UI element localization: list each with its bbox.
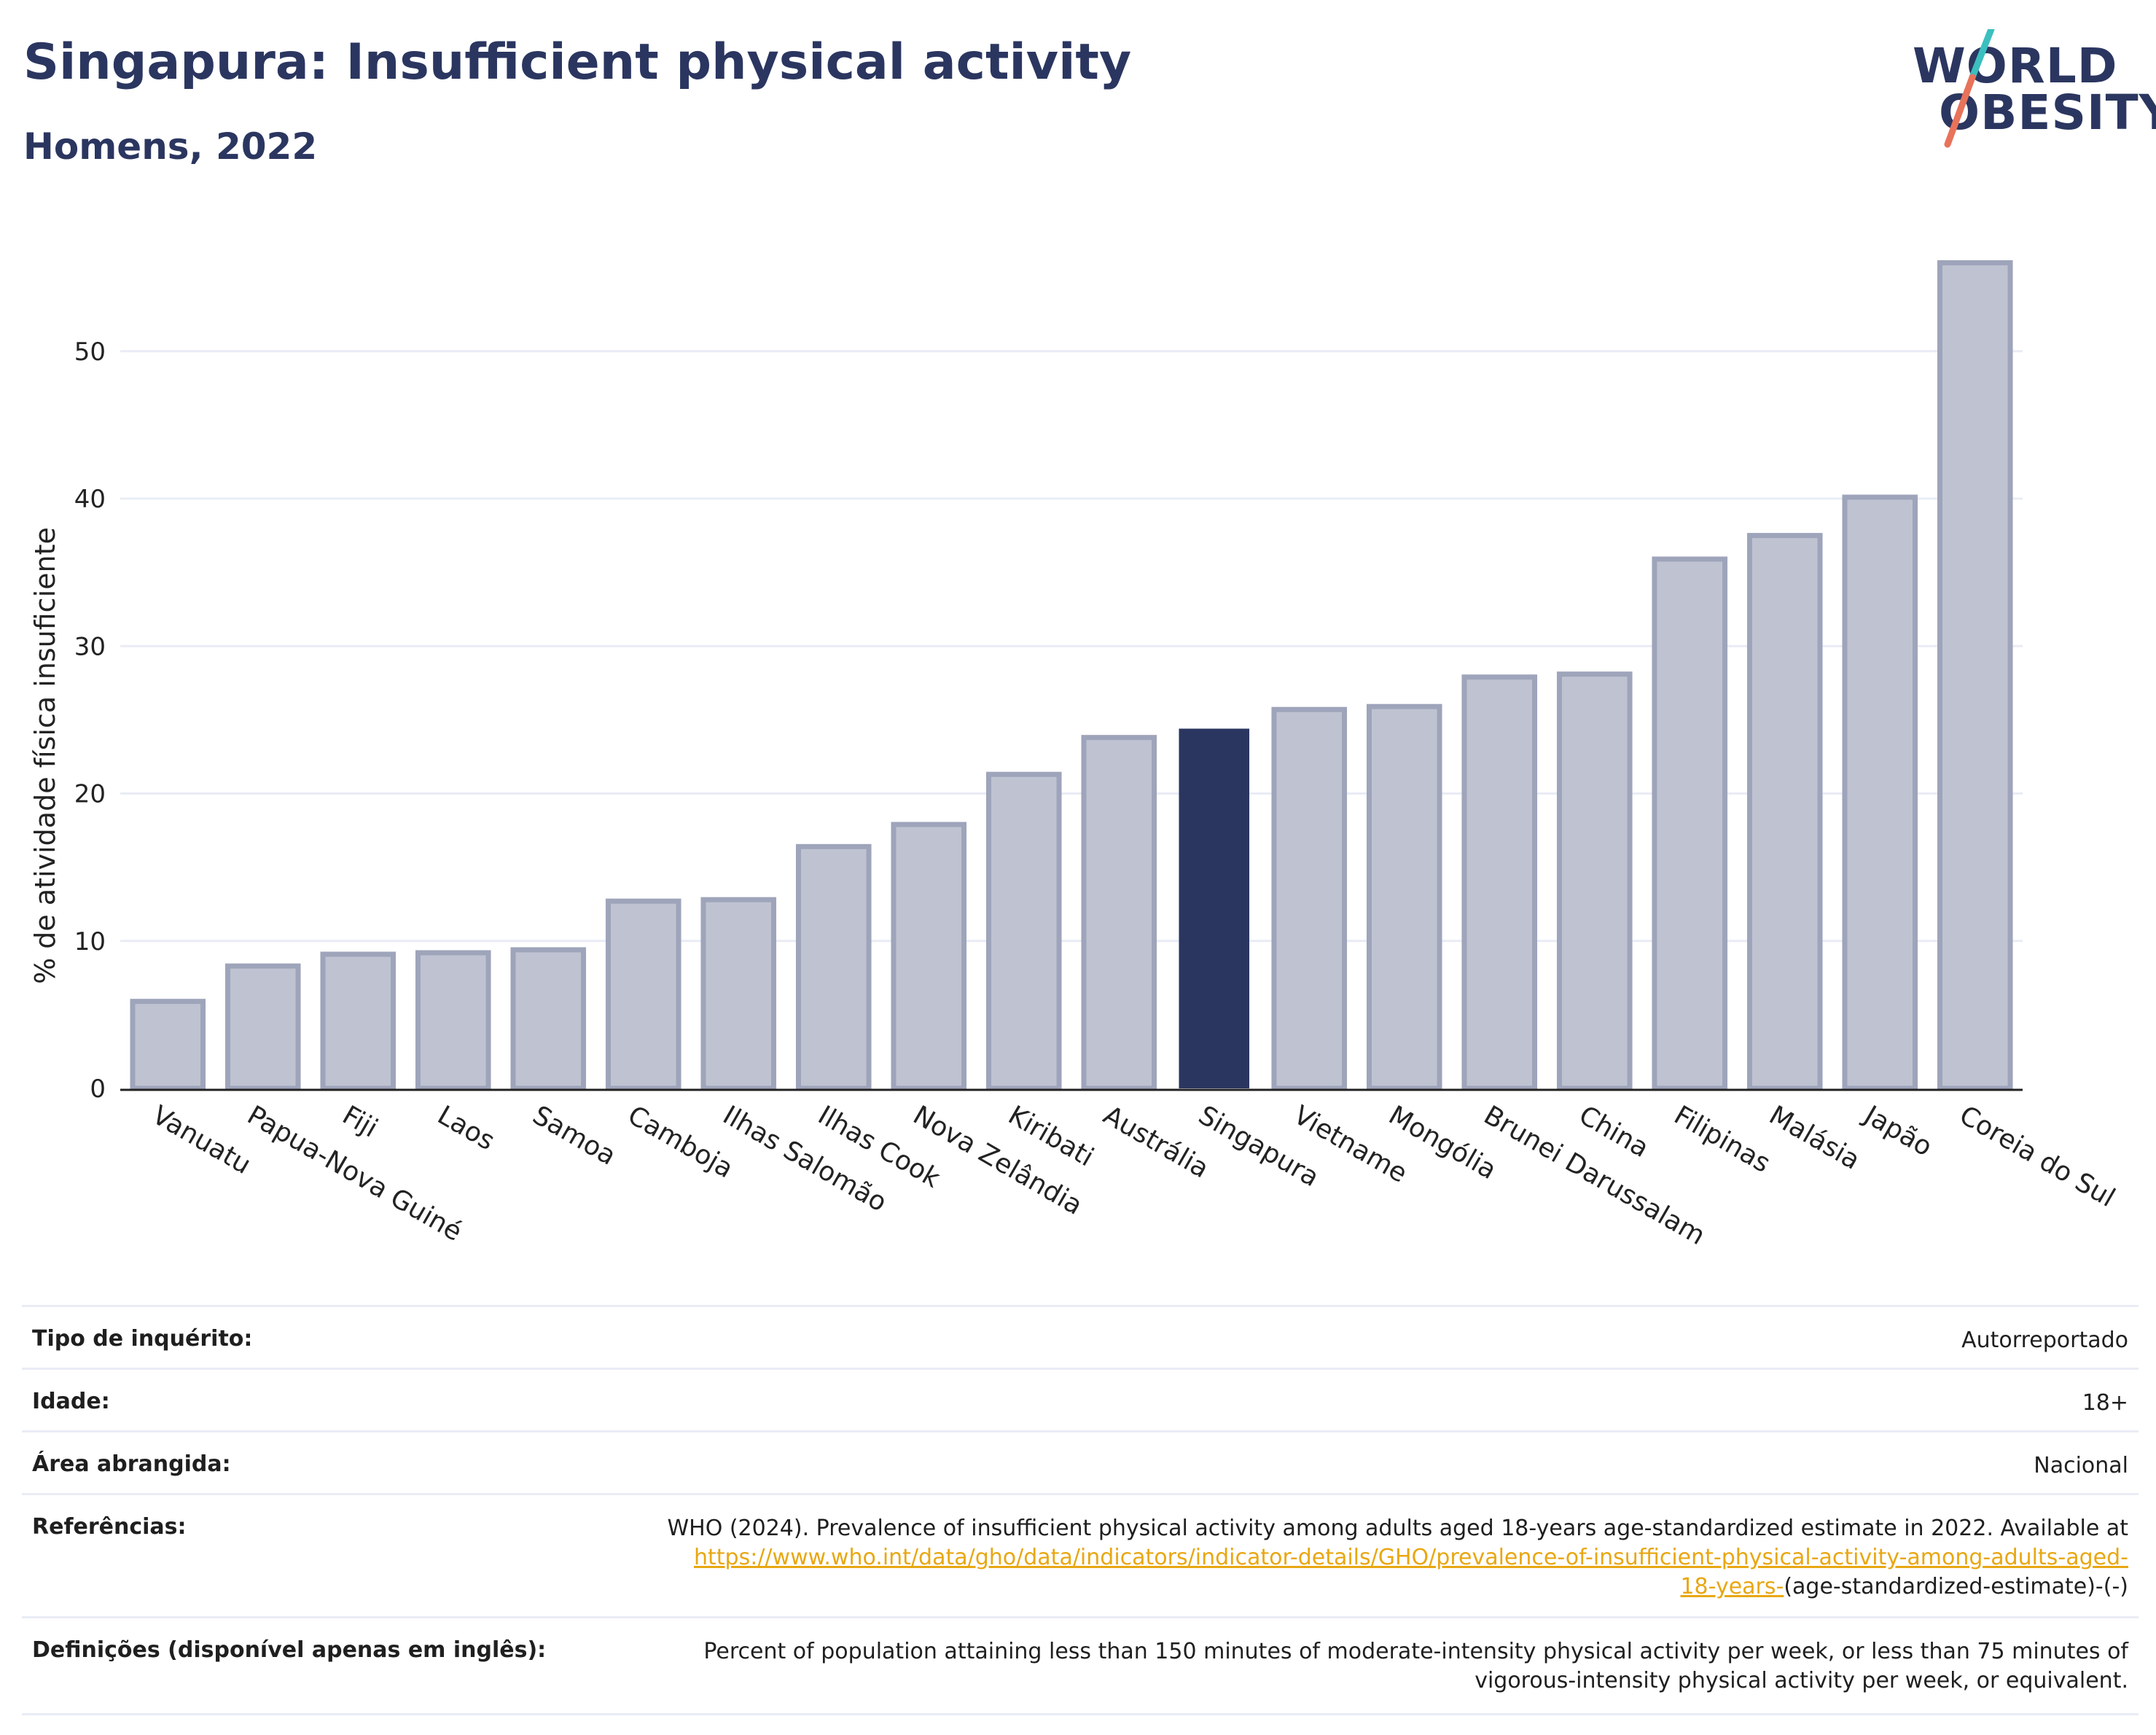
y-tick-label: 20 [74,780,106,809]
y-tick-label: 0 [90,1075,106,1104]
bar-austr-lia [1081,735,1157,1091]
references-text: WHO (2024). Prevalence of insufficient p… [667,1516,2128,1541]
x-tick-label: Austrália [1098,1100,1214,1184]
logo-slash-icon [1944,29,1995,148]
bar-fiji [320,951,397,1091]
y-tick-label: 10 [74,927,106,956]
x-tick-label: Fiji [337,1100,383,1144]
y-tick-label: 30 [74,632,106,661]
x-tick-label: Camboja [622,1100,738,1184]
bar-singapura [1179,728,1250,1088]
x-tick-label: Vanuatu [147,1100,256,1180]
age-label: Idade: [22,1368,596,1432]
references-value: WHO (2024). Prevalence of insufficient p… [596,1493,2139,1618]
chart-title: Singapura: Insufficient physical activit… [23,34,1132,91]
bar-samoa [510,947,587,1091]
references-link[interactable]: https://www.who.int/data/gho/data/indica… [694,1545,2128,1570]
bar-kiribati [985,771,1062,1091]
bar-vanuatu [130,999,206,1091]
bars [130,260,2013,1091]
bar-brunei-darussalam [1461,674,1538,1091]
info-table: Tipo de inquérito: Autorreportado Idade:… [22,1305,2139,1715]
bar-ilhas-cook [795,843,872,1091]
x-tick-label: Ilhas Salomão [718,1100,892,1217]
bar-nova-zel-ndia [891,822,967,1091]
bar-mong-lia [1366,703,1442,1091]
bar-vietname [1271,706,1348,1091]
row-references: Referências: WHO (2024). Prevalence of i… [22,1493,2139,1618]
logo-line-world: WORLD [1913,38,2118,94]
references-text-end: (age-standardized-estimate)-(-) [1784,1574,2128,1599]
bar-papua-nova-guin- [224,963,301,1091]
bar-filipinas [1652,556,1728,1091]
survey-type-value: Autorreportado [596,1305,2139,1369]
row-survey-type: Tipo de inquérito: Autorreportado [22,1305,2139,1369]
grid-lines [120,350,2023,943]
bar-coreia-do-sul [1937,260,2013,1091]
y-tick-label: 40 [74,485,106,514]
age-value: 18+ [596,1368,2139,1432]
x-tick-label: Malásia [1764,1100,1864,1176]
bar-ilhas-salom-o [700,897,777,1091]
bar-china [1556,671,1633,1091]
bar-jap-o [1842,494,1918,1091]
x-tick-label: Laos [432,1100,499,1156]
definitions-line-1: Percent of population attaining less tha… [703,1639,2128,1664]
chart-subtitle: Homens, 2022 [23,125,318,168]
definitions-label: Definições (disponível apenas em inglês)… [22,1616,596,1715]
definitions-value: Percent of population attaining less tha… [596,1616,2139,1715]
x-tick-label: Nova Zelândia [908,1100,1087,1221]
x-tick-label: Samoa [528,1100,621,1171]
bar-laos [415,950,491,1091]
area-label: Área abrangida: [22,1430,596,1494]
bar-mal-sia [1746,533,1823,1091]
y-tick-label: 50 [74,338,106,367]
world-obesity-logo: WORLD OBESITY [1902,29,2156,153]
definitions-line-2: vigorous-intensity physical activity per… [1475,1668,2128,1693]
row-definitions: Definições (disponível apenas em inglês)… [22,1616,2139,1715]
x-tick-label: Japão [1858,1099,1937,1162]
x-tick-label: Filipinas [1669,1100,1776,1179]
y-axis: 0 10 20 30 40 50 [74,338,106,1104]
y-axis-label: % de atividade física insuficiente [29,527,61,984]
row-area: Área abrangida: Nacional [22,1430,2139,1494]
logo-line-obesity: OBESITY [1939,85,2156,141]
references-link-continued[interactable]: 18-years- [1680,1574,1784,1599]
references-label: Referências: [22,1493,596,1618]
survey-type-label: Tipo de inquérito: [22,1305,596,1369]
bar-camboja [605,898,681,1091]
x-tick-label: Coreia do Sul [1954,1100,2120,1213]
area-value: Nacional [596,1430,2139,1494]
row-age: Idade: 18+ [22,1368,2139,1432]
